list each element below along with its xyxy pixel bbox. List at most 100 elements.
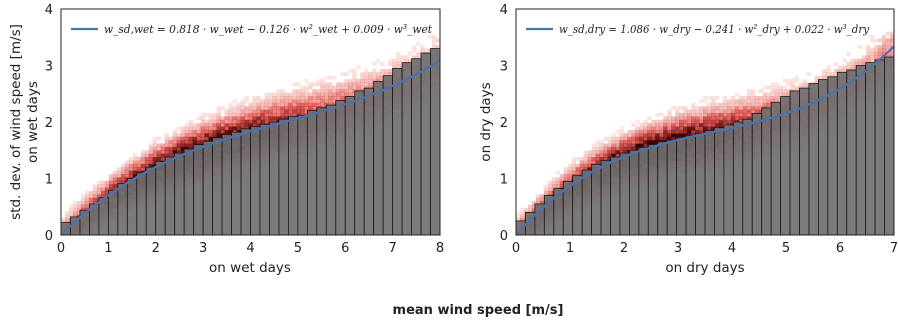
density-cell — [292, 99, 297, 104]
density-cell — [352, 72, 357, 77]
density-cell — [164, 146, 170, 151]
density-cell — [408, 51, 413, 56]
density-cell — [699, 99, 704, 104]
density-cell — [663, 129, 668, 134]
density-cell — [738, 116, 744, 121]
bar — [117, 183, 128, 235]
x-tick-label: 2 — [620, 241, 628, 256]
density-cell — [204, 123, 210, 127]
density-cell — [758, 109, 764, 114]
density-cell — [615, 143, 620, 148]
density-cell — [770, 89, 776, 94]
density-cell — [164, 140, 170, 144]
density-cell — [527, 204, 533, 209]
density-cell — [292, 109, 297, 114]
density-cell — [180, 143, 186, 148]
density-cell — [164, 143, 170, 148]
density-cell — [400, 58, 405, 63]
density-cell — [300, 89, 305, 94]
density-cell — [224, 123, 229, 127]
density-cell — [256, 102, 261, 107]
density-cell — [272, 112, 277, 117]
bar — [382, 75, 394, 235]
density-cell — [204, 126, 210, 131]
density-cell — [376, 72, 381, 77]
x-axis-label-wet: on wet days — [209, 260, 291, 276]
density-cell — [687, 126, 692, 131]
density-cell — [280, 99, 285, 104]
density-cell — [782, 89, 787, 94]
density-cell — [388, 58, 393, 63]
density-cell — [388, 72, 393, 77]
density-cell — [655, 133, 660, 138]
density-cell — [292, 89, 297, 94]
density-cell — [188, 133, 194, 138]
density-cell — [156, 153, 162, 158]
density-cell — [699, 129, 704, 134]
density-cell — [100, 180, 106, 185]
density-cell — [204, 129, 210, 134]
density-cell — [726, 116, 732, 121]
bar — [638, 147, 649, 235]
density-cell — [216, 129, 221, 134]
x-tick-label: 0 — [57, 241, 65, 256]
density-cell — [790, 79, 795, 83]
density-cell — [196, 129, 202, 134]
density-cell — [762, 96, 768, 100]
density-cell — [332, 96, 337, 100]
density-cell — [842, 68, 847, 73]
density-cell — [352, 75, 357, 80]
bar — [581, 169, 593, 235]
x-ticks-dry: 0 1 2 3 4 5 6 7 — [512, 241, 898, 256]
bar — [297, 114, 308, 235]
density-cell — [882, 48, 887, 53]
density-cell — [766, 99, 772, 104]
density-cell — [312, 82, 317, 87]
density-cell — [288, 92, 293, 97]
density-cell — [232, 126, 237, 131]
density-cell — [890, 41, 894, 46]
density-cell — [72, 211, 78, 216]
density-cell — [599, 143, 604, 148]
density-cell — [284, 106, 289, 110]
density-cell — [543, 187, 549, 192]
density-cell — [862, 58, 867, 63]
density-cell — [718, 123, 724, 127]
density-cell — [336, 92, 341, 97]
density-cell — [220, 123, 225, 127]
density-cell — [224, 126, 229, 131]
density-cell — [587, 167, 592, 171]
density-cell — [180, 136, 186, 141]
density-cell — [866, 45, 871, 49]
density-cell — [706, 109, 712, 114]
density-cell — [643, 133, 648, 138]
fit-line-dry — [516, 45, 894, 235]
density-cell — [128, 163, 134, 168]
density-cell — [228, 116, 233, 121]
bar — [676, 137, 687, 235]
density-cell — [567, 177, 573, 182]
density-cell — [611, 136, 616, 141]
density-cell — [651, 136, 656, 141]
density-cell — [324, 92, 329, 97]
density-cell — [527, 207, 533, 212]
density-cell — [699, 123, 704, 127]
density-cell — [639, 133, 644, 138]
density-cell — [212, 123, 217, 127]
density-cell — [396, 51, 401, 56]
density-cell — [276, 112, 281, 117]
density-cell — [623, 143, 628, 148]
y-tick-label: 1 — [45, 173, 53, 188]
density-cell — [132, 160, 138, 165]
bar — [231, 131, 242, 235]
density-cell — [252, 96, 257, 100]
density-cell — [587, 153, 592, 158]
density-cell — [212, 119, 217, 124]
density-cell — [631, 123, 636, 127]
density-cell — [543, 190, 549, 195]
density-cell — [551, 177, 557, 182]
density-cell — [216, 109, 221, 114]
density-cell — [567, 163, 573, 168]
density-cell — [236, 112, 241, 117]
density-cell — [144, 150, 150, 155]
